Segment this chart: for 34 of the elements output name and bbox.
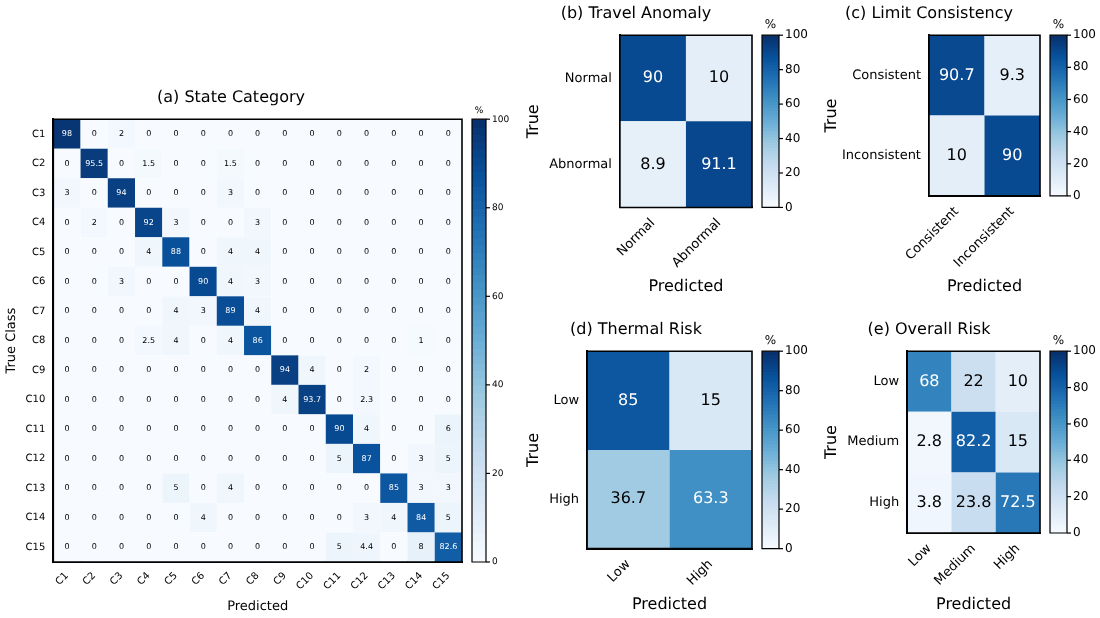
data-label: 90.7 <box>938 65 975 84</box>
y-axis-title: True <box>523 104 542 141</box>
data-label: 63.3 <box>692 489 729 508</box>
chart-title: (e) Overall Risk <box>867 319 992 338</box>
chart-title: (c) Limit Consistency <box>845 3 1014 22</box>
x-axis-title: Predicted <box>648 276 724 295</box>
data-label: 10 <box>708 68 730 87</box>
data-label: 68 <box>919 371 940 390</box>
data-label: 10 <box>1007 371 1029 390</box>
data-label: 82.2 <box>955 432 992 451</box>
data-label: 8.9 <box>640 154 666 173</box>
data-label: 9.3 <box>999 65 1025 84</box>
data-label: 72.5 <box>1000 492 1036 511</box>
data-label: 10 <box>946 145 967 164</box>
data-label: 91.1 <box>701 154 737 173</box>
y-axis-title: True <box>821 98 840 135</box>
x-axis-title: Predicted <box>631 594 708 613</box>
y-axis-title: True <box>523 432 542 469</box>
chart-title: (d) Thermal Risk <box>570 319 703 338</box>
data-label: 2.8 <box>916 432 943 451</box>
x-axis-title: Predicted <box>936 594 1012 613</box>
data-label: 15 <box>1007 432 1029 451</box>
chart-title: (a) State Category <box>157 87 306 106</box>
data-label: 3.8 <box>916 492 943 511</box>
data-label: 23.8 <box>955 492 992 511</box>
data-label: 90 <box>1002 145 1023 164</box>
chart-title: (b) Travel Anomaly <box>560 3 712 22</box>
x-axis-title: Predicted <box>946 276 1023 295</box>
data-label: 90 <box>642 68 664 87</box>
data-label: 85 <box>618 390 639 409</box>
data-label: 36.7 <box>610 489 647 508</box>
data-label: 15 <box>700 390 721 409</box>
data-label: 22 <box>963 371 984 390</box>
y-axis-title: True <box>821 424 840 462</box>
